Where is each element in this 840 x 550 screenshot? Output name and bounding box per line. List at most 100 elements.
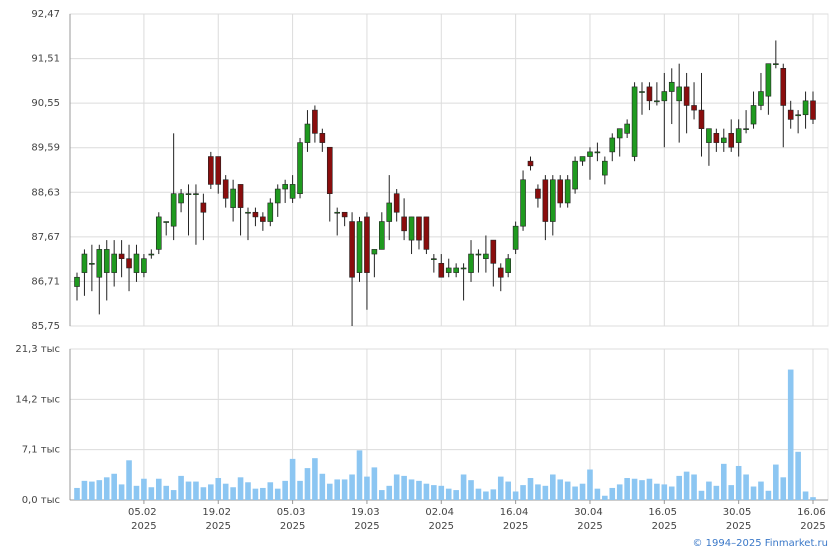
y-tick-label: 87,67 [31, 232, 60, 243]
candle-body [676, 86, 682, 102]
candle-body [126, 258, 132, 269]
candle-body [728, 133, 735, 148]
x-tick-label: 16.05 2025 [648, 507, 680, 532]
volume-bar [438, 485, 445, 500]
volume-bar [497, 476, 504, 500]
volume-bar [483, 491, 489, 500]
candle-body [609, 137, 616, 153]
candle-body [319, 133, 326, 143]
candle-body [237, 184, 244, 208]
volume-bar [379, 490, 385, 500]
price-panel [69, 13, 829, 327]
candle-body [460, 267, 467, 270]
volume-bar [118, 484, 125, 500]
candle-body [408, 216, 415, 241]
volume-bar [74, 487, 80, 500]
volume-bar [289, 458, 296, 500]
volume-bar [646, 478, 653, 500]
volume-bar [304, 468, 311, 500]
candle-body [743, 128, 749, 130]
volume-bar [163, 485, 170, 500]
volume-bar [222, 483, 229, 500]
volume-bar [252, 488, 259, 500]
volume-bar [111, 473, 117, 500]
candle-body [646, 86, 653, 102]
candle-body [758, 91, 764, 106]
volume-bar [453, 490, 459, 500]
candle-body [616, 128, 623, 139]
candle-body [245, 211, 251, 214]
volume-bar [602, 495, 608, 500]
x-tick-label: 05.03 2025 [277, 507, 309, 532]
y-tick-label: 92,47 [31, 9, 60, 20]
candle-body [810, 100, 816, 120]
volume-bar [312, 458, 318, 500]
volume-bar [787, 369, 794, 500]
volume-bar [773, 464, 779, 500]
candle-body [453, 267, 459, 273]
volume-bar [208, 484, 214, 500]
candle-body [304, 123, 311, 143]
candle-body [624, 123, 630, 134]
candle-body [416, 216, 422, 241]
x-tick-label: 02.04 2025 [425, 507, 457, 532]
candle-body [602, 160, 608, 176]
candle-body [438, 263, 445, 278]
volume-bar [587, 469, 593, 500]
candle-body [163, 221, 170, 223]
candle-body [148, 253, 155, 256]
y-tick-label: 88,63 [31, 187, 60, 198]
y-tick-label: 89,59 [31, 143, 60, 154]
candle-body [549, 179, 556, 222]
volume-bar [416, 480, 422, 500]
volume-bar [230, 487, 236, 500]
copyright: © 1994–2025 Finmarket.ru [692, 538, 828, 549]
volume-bar [609, 487, 616, 500]
volume-bar [89, 481, 95, 500]
volume-bar [624, 478, 630, 500]
volume-bar [193, 481, 199, 500]
volume-bar [148, 487, 155, 500]
candle-body [282, 184, 288, 190]
y-tick-label: 85,75 [31, 321, 60, 332]
volume-bar [334, 479, 341, 500]
volume-bar [141, 478, 147, 500]
volume-bar [126, 460, 132, 500]
volume-bar [170, 490, 177, 500]
volume-bar [765, 490, 772, 500]
volume-bar [706, 481, 712, 500]
volume-bar [810, 497, 816, 500]
volume-bar [549, 474, 556, 500]
volume-bar [371, 467, 378, 500]
volume-bar [668, 486, 675, 500]
volume-bar [431, 485, 437, 500]
candle-body [683, 86, 690, 106]
candle-body [230, 188, 236, 208]
candle-body [765, 63, 772, 97]
volume-bar [691, 474, 697, 500]
volume-bar [490, 489, 497, 500]
volume-bar [535, 484, 541, 500]
volume-bar [527, 478, 534, 500]
volume-bar [720, 463, 727, 500]
candle-body [505, 258, 511, 273]
candle-body [379, 221, 385, 250]
candle-body [423, 216, 430, 250]
candle-body [185, 193, 192, 195]
volume-bar [594, 488, 601, 500]
candle-body [111, 253, 117, 273]
volume-bar [542, 485, 549, 500]
volume-bar [341, 479, 348, 500]
volume-bar [520, 485, 526, 500]
y-tick-label: 91,51 [31, 54, 60, 65]
candle-body [96, 249, 103, 278]
candle-body [512, 225, 519, 250]
candle-body [795, 114, 801, 117]
candle-body [364, 216, 370, 273]
volume-bar [349, 474, 355, 500]
volume-bar [245, 482, 251, 500]
candle-body [155, 216, 162, 250]
volume-bar [260, 487, 266, 500]
volume-bar [408, 479, 415, 500]
